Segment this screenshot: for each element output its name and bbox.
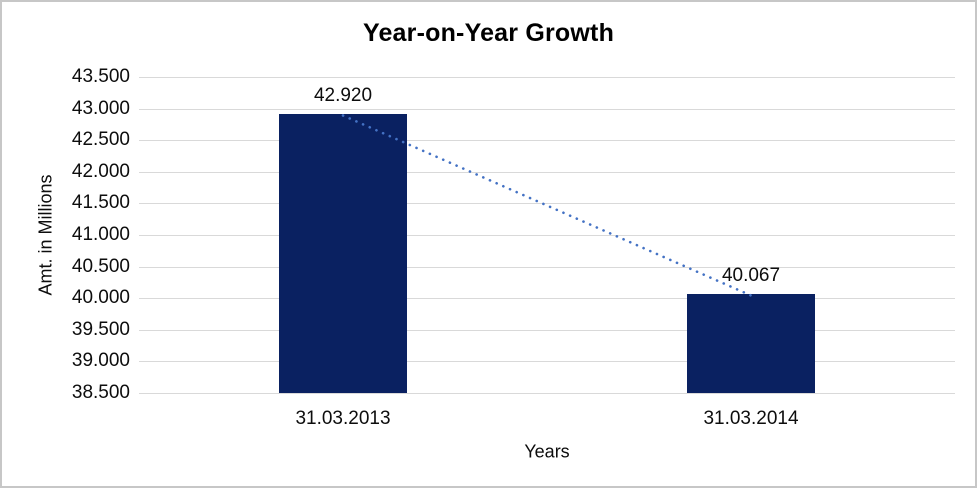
gridline [139,330,955,331]
y-tick-label: 43.500 [71,66,130,87]
x-tick-label: 31.03.2013 [295,408,391,429]
bar [279,114,407,393]
y-tick-label: 42.000 [71,161,130,182]
bar [687,294,815,393]
gridline [139,109,955,110]
y-tick-label: 39.500 [71,319,130,340]
y-tick-label: 41.500 [71,192,130,213]
gridline [139,267,955,268]
gridline [139,298,955,299]
y-tick-label: 42.500 [71,129,130,150]
x-axis-title: Years [524,441,570,462]
bar-value-label: 40.067 [721,265,781,286]
gridline [139,172,955,173]
y-tick-label: 41.000 [71,224,130,245]
y-tick-label: 43.000 [71,98,130,119]
chart-title: Year-on-Year Growth [362,19,615,47]
trendline-layer [341,114,753,297]
y-tick-label: 38.500 [71,382,130,403]
trendline [341,114,753,297]
y-tick-label: 39.000 [71,350,130,371]
gridline [139,77,955,78]
gridline [139,393,955,394]
gridline [139,140,955,141]
x-tick-label: 31.03.2014 [703,408,799,429]
y-tick-label: 40.500 [71,256,130,277]
gridline [139,361,955,362]
gridline [139,203,955,204]
bar-value-label: 42.920 [313,85,373,106]
y-tick-label: 40.000 [71,287,130,308]
plot-area [139,77,955,394]
gridline [139,235,955,236]
